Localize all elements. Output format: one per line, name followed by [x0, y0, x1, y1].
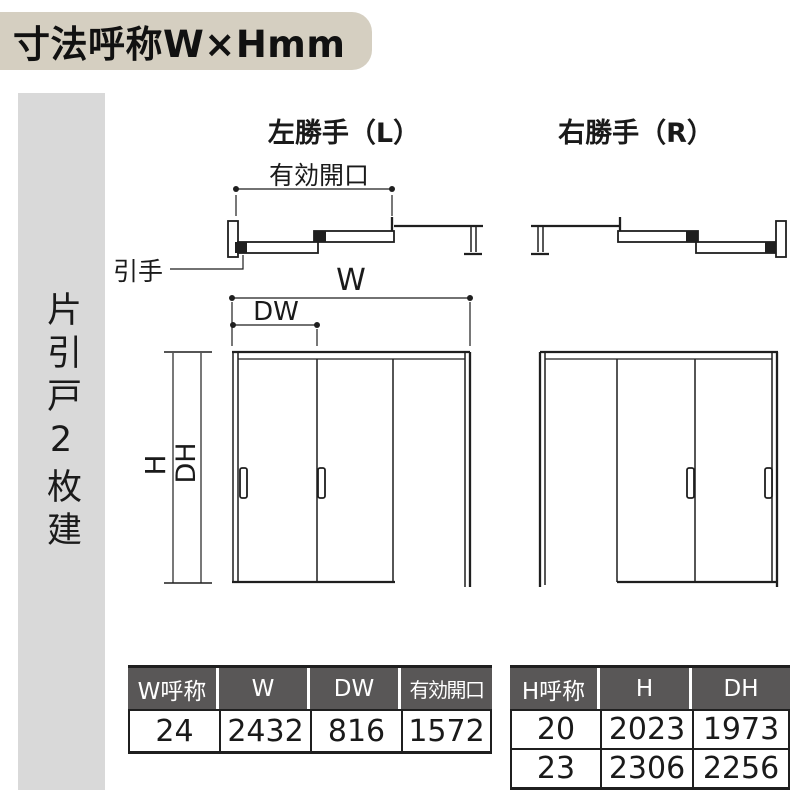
left-elevation-drawing [164, 295, 473, 587]
left-plan-jamb [227, 220, 239, 258]
dim-dh-label: DH [171, 442, 202, 484]
right-plan-drawing [531, 217, 787, 258]
left-plan-drawing [170, 186, 483, 270]
left-elevation-handle-2 [317, 467, 326, 499]
h-table-cell-h-20: 2023 [600, 709, 692, 748]
w-table-header-effective-opening: 有効開口 [401, 668, 492, 709]
w-table-cell-effective-opening: 1572 [401, 709, 492, 751]
dim-w-label: W [336, 263, 366, 298]
h-table-header-nominal: H呼称 [510, 668, 600, 709]
dim-dw-label: DW [253, 297, 299, 327]
page-title: 寸法呼称W×Hmm [13, 23, 346, 66]
right-plan-front-panel [695, 241, 777, 254]
title-ribbon: 寸法呼称W×Hmm [0, 12, 372, 70]
dim-h-label: H [139, 454, 172, 476]
pull-handle-leader [170, 255, 244, 270]
right-elevation-handle-2 [764, 467, 773, 499]
right-plan-rear-handle [686, 231, 698, 242]
right-plan-front-handle [765, 242, 777, 253]
h-table-cell-dh-20: 1973 [692, 709, 790, 748]
w-table-header-w: W [219, 668, 310, 709]
w-table-cell-dw: 816 [310, 709, 401, 751]
h-table-cell-h-23: 2306 [600, 748, 692, 787]
left-plan-front-handle [235, 242, 247, 253]
effective-opening-label: 有効開口 [268, 161, 369, 190]
left-plan-front-panel [237, 241, 319, 254]
left-elevation-handle-1 [239, 467, 248, 499]
right-plan-jamb [775, 220, 787, 258]
right-elevation-handle-1 [686, 467, 695, 499]
right-variant-title: 右勝手（R） [558, 118, 714, 149]
h-table-cell-nominal-23: 23 [510, 748, 600, 787]
w-table-header-dw: DW [310, 668, 401, 709]
w-dimension-table: W呼称 W DW 有効開口 24 2432 816 1572 [128, 665, 492, 754]
h-table-header-dh: DH [692, 668, 790, 709]
w-table-header-nominal: W呼称 [128, 668, 219, 709]
right-elevation-drawing [538, 350, 779, 587]
h-table-cell-dh-23: 2256 [692, 748, 790, 787]
h-table-cell-nominal-20: 20 [510, 709, 600, 748]
left-variant-title: 左勝手（L） [267, 118, 421, 149]
w-table-cell-nominal: 24 [128, 709, 219, 751]
h-table-header-h: H [600, 668, 692, 709]
pull-handle-label: 引手 [112, 257, 163, 286]
category-label: 片引戸2枚建 [41, 291, 81, 554]
h-dimension-table: H呼称 H DH 20 2023 1973 23 2306 2256 [510, 665, 790, 790]
w-table-cell-w: 2432 [219, 709, 310, 751]
category-sidebar: 片引戸2枚建 [18, 93, 105, 790]
left-plan-rear-handle [314, 231, 326, 242]
